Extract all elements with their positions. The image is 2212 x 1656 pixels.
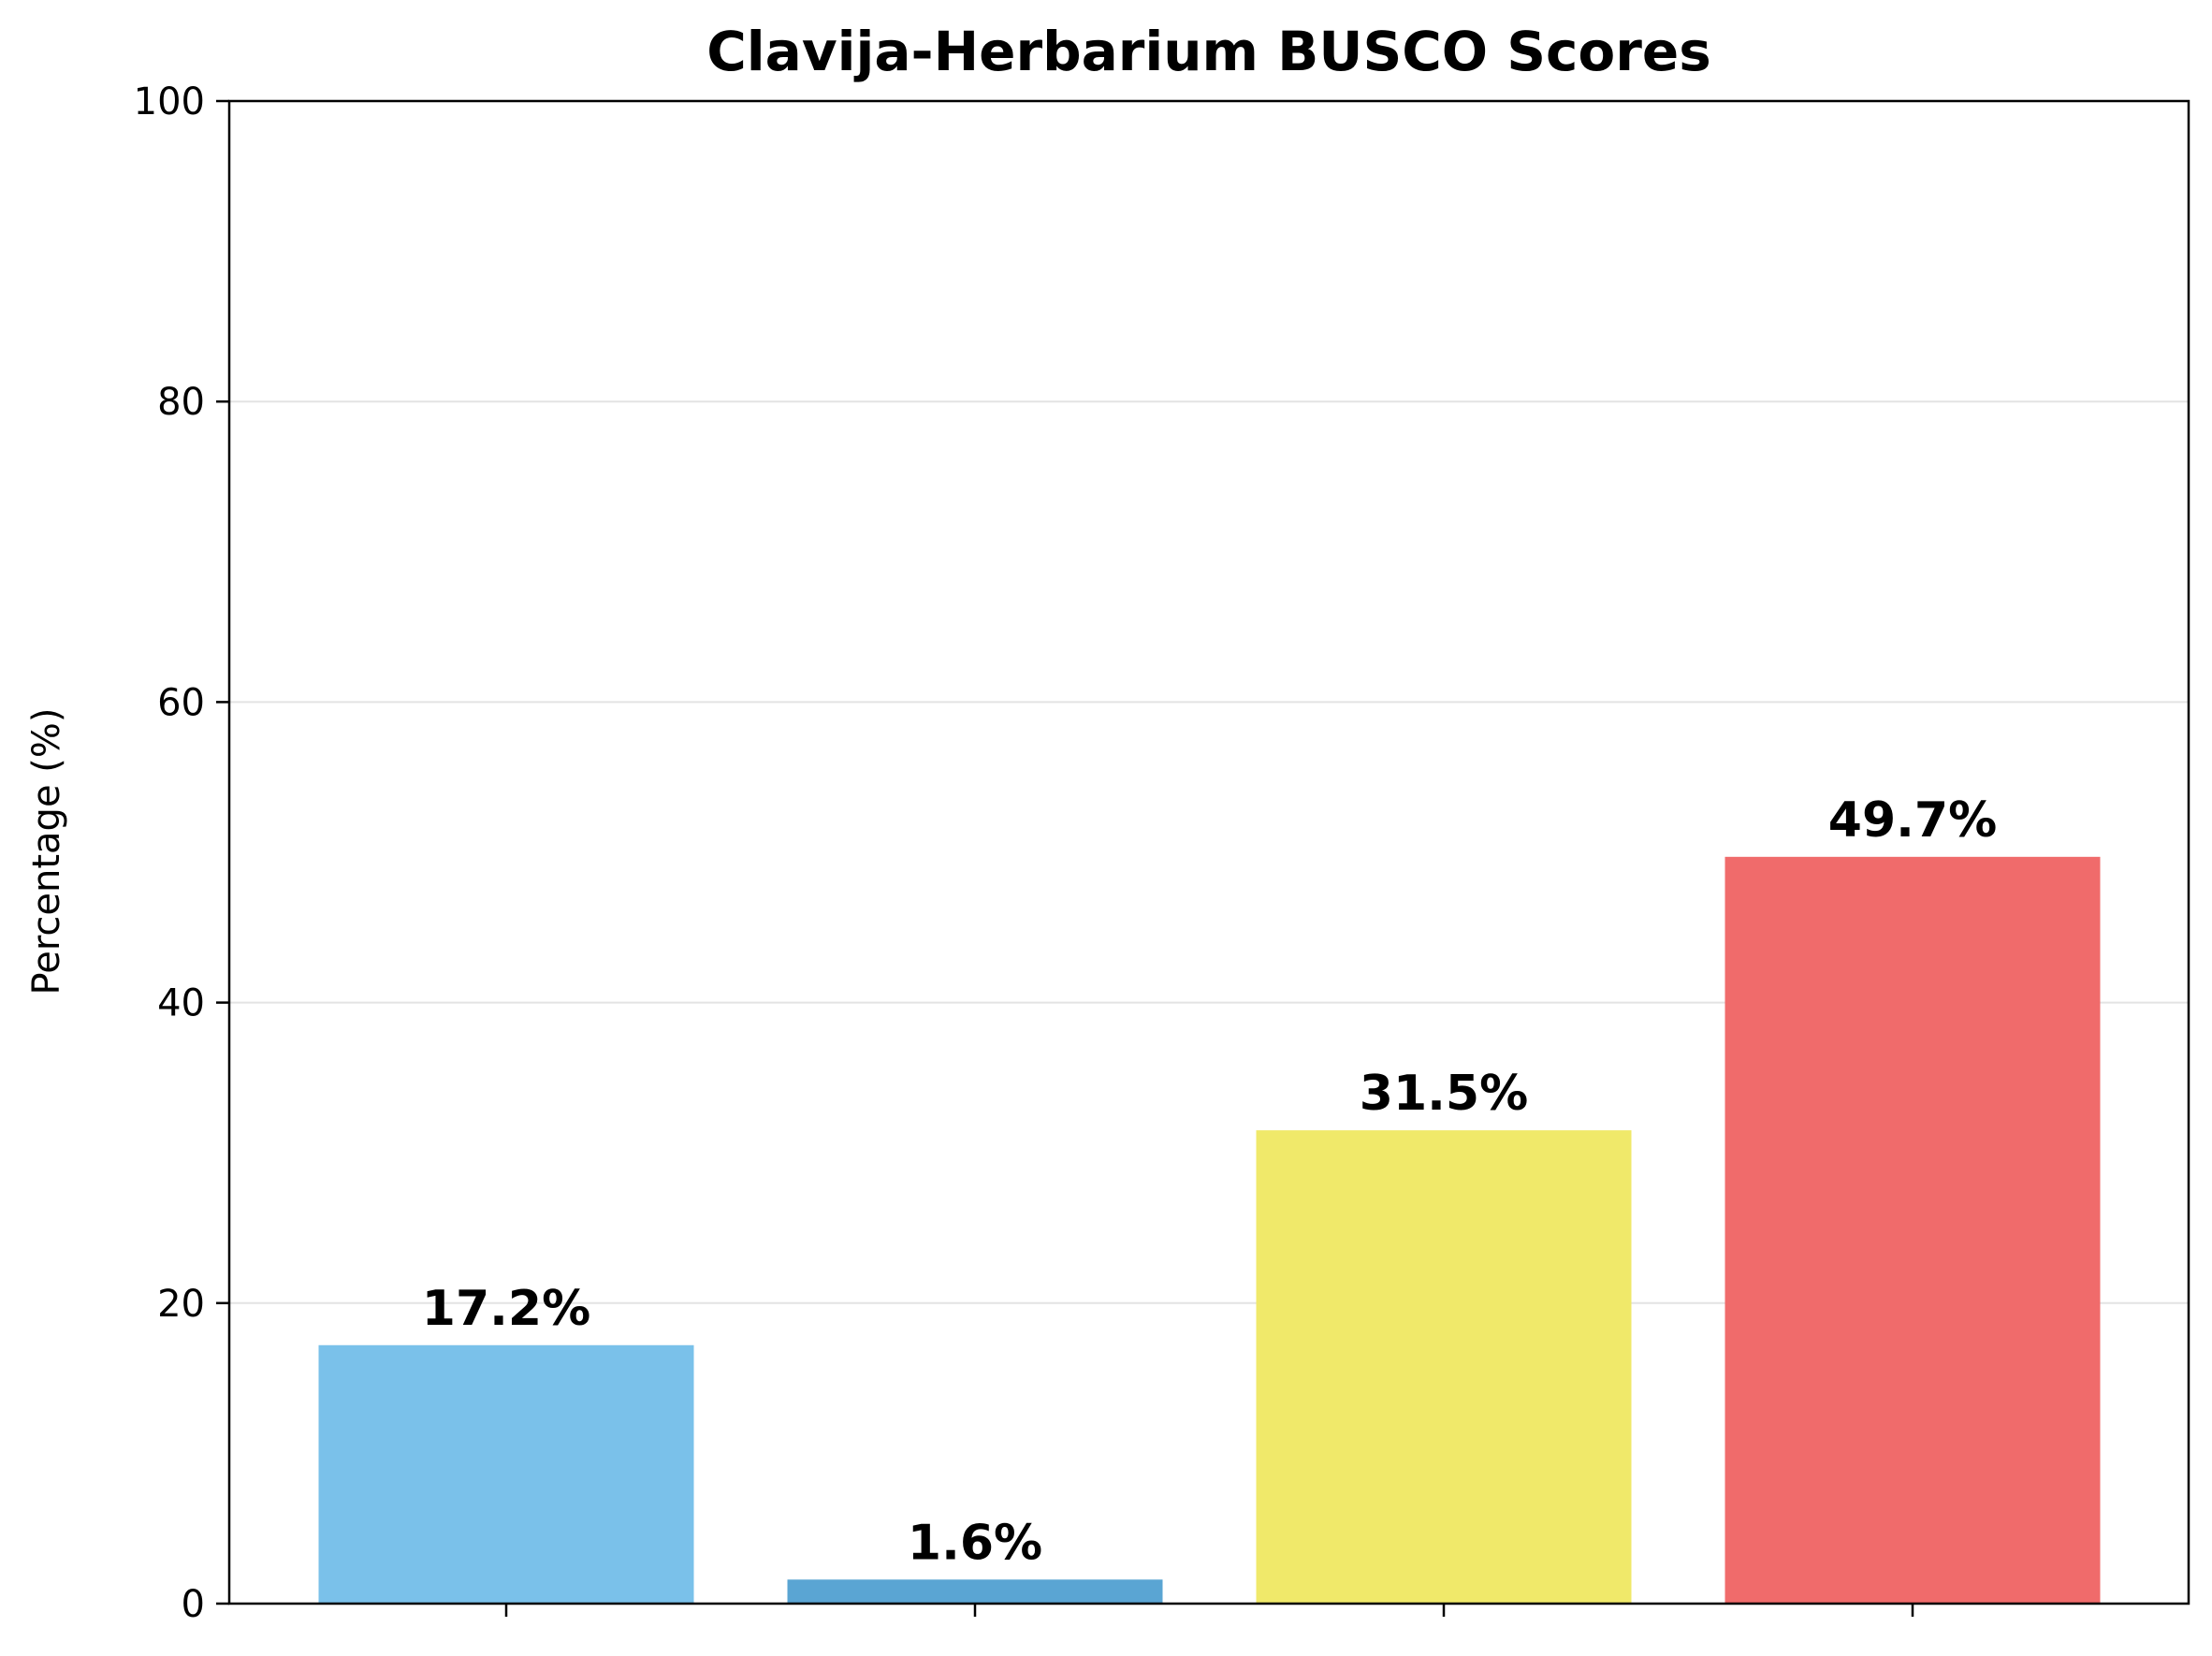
- bar: [318, 1344, 694, 1604]
- y-tick-label: 100: [134, 80, 205, 123]
- x-axis-ticks: [504, 1604, 1914, 1617]
- bar-value-label: 17.2%: [422, 1281, 590, 1337]
- y-tick-label: 60: [157, 681, 205, 724]
- y-axis-ticks: 0 20 40 60 80 100: [134, 80, 229, 1626]
- bar: [787, 1579, 1163, 1604]
- chart-title: Clavija-Herbarium BUSCO Scores: [706, 20, 1711, 83]
- y-tick-label: 0: [182, 1583, 205, 1626]
- plot-frame: [227, 99, 2190, 1605]
- bar-value-label: 49.7%: [1828, 792, 1997, 849]
- bar: [1256, 1130, 1632, 1604]
- y-tick-label: 40: [157, 982, 205, 1025]
- y-axis-label: Percentage (%): [25, 708, 68, 995]
- y-tick-label: 80: [157, 381, 205, 424]
- bars: [318, 856, 2101, 1604]
- bar-value-label: 1.6%: [908, 1515, 1042, 1571]
- bar-value-label: 31.5%: [1360, 1066, 1528, 1122]
- bar: [1724, 856, 2101, 1604]
- y-tick-label: 20: [157, 1283, 205, 1326]
- data-labels: 17.2% 1.6% 31.5% 49.7%: [422, 792, 1997, 1571]
